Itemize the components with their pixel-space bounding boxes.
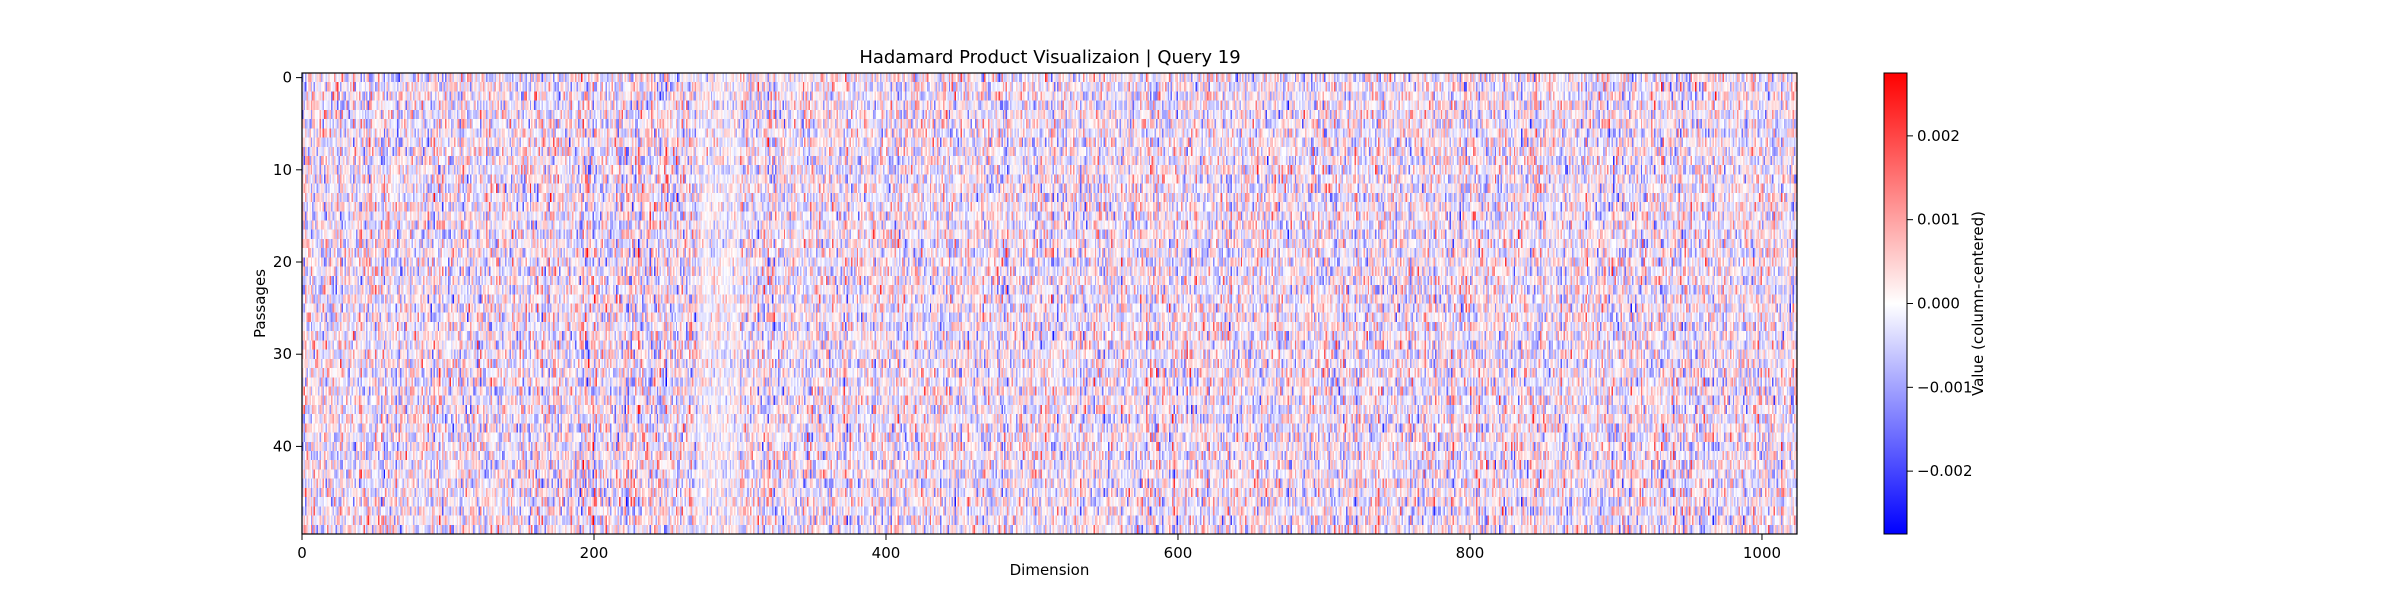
x-tick-label: 1000 xyxy=(1743,544,1781,562)
x-axis: 0 200 400 600 800 1000 xyxy=(297,534,1781,562)
chart-title: Hadamard Product Visualizaion | Query 19 xyxy=(859,47,1240,68)
x-axis-label: Dimension xyxy=(1010,561,1090,579)
heatmap-cells xyxy=(302,73,1797,534)
x-tick-label: 800 xyxy=(1456,544,1485,562)
y-tick-label: 40 xyxy=(273,437,292,455)
colorbar-tick-label: 0.002 xyxy=(1917,127,1960,145)
colorbar xyxy=(1883,72,1908,535)
colorbar-tick-label: −0.001 xyxy=(1917,378,1973,396)
colorbar-tick-label: 0.001 xyxy=(1917,211,1960,229)
x-tick-label: 400 xyxy=(872,544,901,562)
x-tick-label: 200 xyxy=(580,544,609,562)
colorbar-axis: −0.002 −0.001 0.000 0.001 0.002 xyxy=(1907,127,1973,480)
y-tick-label: 10 xyxy=(273,161,292,179)
heatmap-plot-area xyxy=(302,73,1797,534)
y-tick-label: 20 xyxy=(273,253,292,271)
x-tick-label: 0 xyxy=(297,544,307,562)
y-axis-label: Passages xyxy=(251,269,269,338)
plot-frame xyxy=(301,72,1798,535)
y-axis: 0 10 20 30 40 xyxy=(273,69,302,455)
x-tick-label: 600 xyxy=(1164,544,1193,562)
colorbar-label: Value (column-centered) xyxy=(1969,211,1987,396)
y-tick-label: 0 xyxy=(282,69,292,87)
y-tick-label: 30 xyxy=(273,345,292,363)
colorbar-tick-label: −0.002 xyxy=(1917,462,1973,480)
colorbar-tick-label: 0.000 xyxy=(1917,295,1960,313)
